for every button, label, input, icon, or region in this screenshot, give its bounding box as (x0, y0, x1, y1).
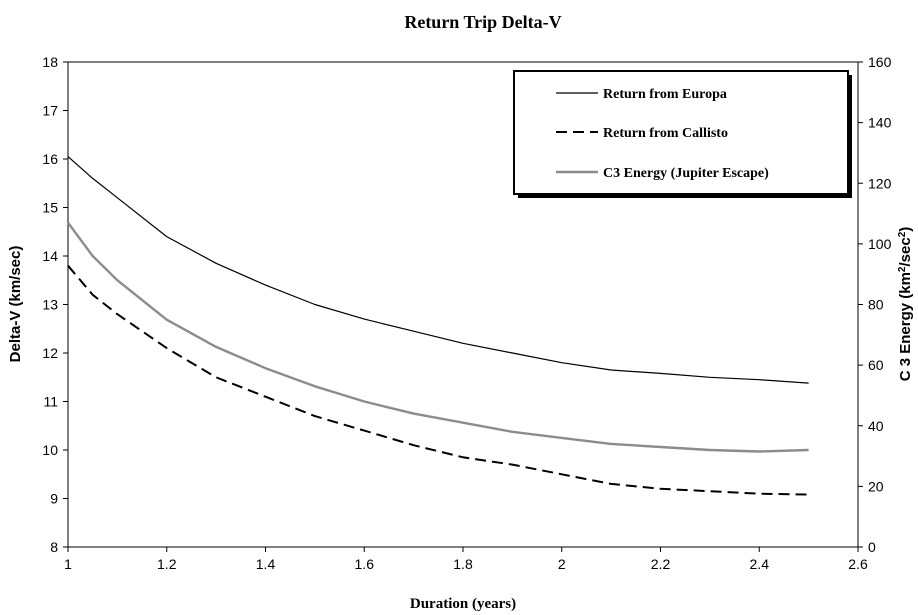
plot-area (67, 61, 859, 548)
y-tick-label: 17 (42, 103, 58, 119)
y-tick-label: 16 (42, 151, 58, 167)
legend-label-c3: C3 Energy (Jupiter Escape) (603, 166, 769, 181)
x-axis-label: Duration (years) (410, 596, 516, 612)
chart-title: Return Trip Delta-V (404, 12, 561, 32)
y2-tick-label: 40 (868, 418, 884, 434)
x-tick-label: 1.8 (453, 556, 473, 572)
x-tick-label: 1.6 (355, 556, 375, 572)
series-line-c3 (67, 221, 809, 453)
y-axis-label: Delta-V (km/sec) (7, 246, 24, 363)
y-axis-left: 8 9 10 11 12 13 14 15 16 17 18 (42, 54, 68, 555)
y2-axis-label: C 3 Energy (km2/sec2) (897, 227, 914, 382)
legend-box (513, 70, 849, 195)
y-tick-label: 18 (42, 54, 58, 70)
x-tick-label: 2.6 (848, 556, 868, 572)
y-tick-label: 9 (50, 491, 58, 507)
y2-label-sup2: 2 (897, 231, 908, 237)
y2-tick-label: 80 (868, 297, 884, 313)
y-tick-label: 8 (50, 539, 58, 555)
y2-tick-label: 20 (868, 478, 884, 494)
series-lines (67, 156, 809, 496)
y-axis-right: 0 20 40 60 80 100 120 140 160 (858, 54, 892, 555)
x-tick-label: 2.4 (750, 556, 770, 572)
y2-label-end: ) (897, 227, 914, 232)
y2-tick-label: 160 (868, 54, 892, 70)
y2-label-main: C 3 Energy (km (897, 272, 914, 381)
y-tick-label: 10 (42, 442, 58, 458)
y2-tick-label: 140 (868, 115, 892, 131)
y2-label-sup1: 2 (897, 266, 908, 272)
y2-tick-label: 120 (868, 175, 892, 191)
y-tick-label: 15 (42, 200, 58, 216)
x-tick-label: 2.2 (651, 556, 671, 572)
y2-tick-label: 0 (868, 539, 876, 555)
series-line-europa (67, 156, 809, 384)
y-tick-label: 13 (42, 297, 58, 313)
legend-label-callisto: Return from Callisto (603, 126, 728, 141)
legend: Return from Europa Return from Callisto … (513, 70, 852, 198)
x-tick-label: 2 (558, 556, 566, 572)
y-tick-label: 12 (42, 345, 58, 361)
y-tick-label: 14 (42, 248, 58, 264)
x-tick-label: 1.4 (256, 556, 276, 572)
y2-label-mid: /sec (897, 237, 914, 266)
y2-tick-label: 60 (868, 357, 884, 373)
y-tick-label: 11 (43, 394, 58, 410)
x-tick-label: 1 (64, 556, 72, 572)
y2-tick-label: 100 (868, 236, 892, 252)
x-axis: 1 1.2 1.4 1.6 1.8 2 2.2 2.4 2.6 (64, 547, 868, 572)
x-tick-label: 1.2 (157, 556, 177, 572)
legend-label-europa: Return from Europa (603, 87, 727, 102)
series-line-callisto (67, 265, 809, 496)
